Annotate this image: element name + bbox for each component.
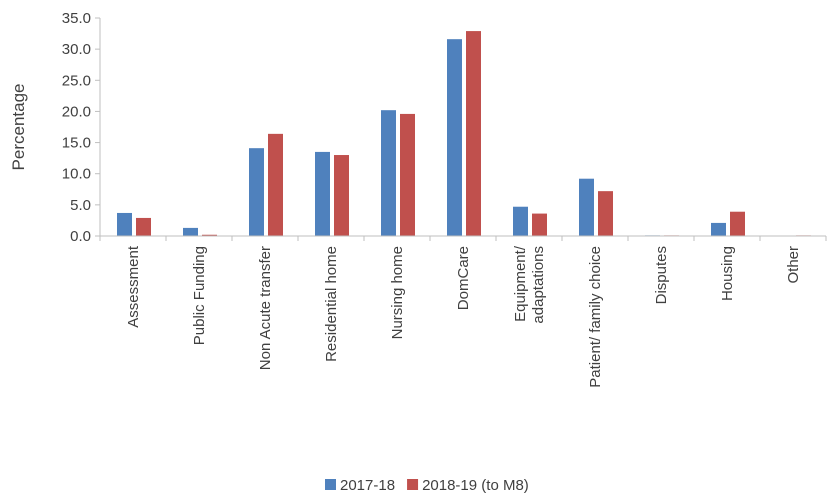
x-tick-label: Equipment/adaptations: [512, 245, 547, 323]
x-tick-label: Housing: [719, 246, 736, 301]
bar: [532, 213, 547, 236]
x-tick-label: Patient/ family choice: [587, 246, 604, 388]
y-tick-label: 30.0: [62, 41, 91, 58]
bar: [598, 191, 613, 236]
x-tick-label: Other: [785, 246, 802, 284]
bar: [117, 212, 132, 236]
x-tick-label: Assessment: [125, 245, 142, 328]
bar: [711, 222, 726, 236]
y-tick-label: 5.0: [70, 197, 91, 214]
y-tick-label: 0.0: [70, 228, 91, 245]
x-tick-label: Residential home: [323, 246, 340, 362]
bar: [579, 178, 594, 236]
bar: [268, 133, 283, 236]
bar: [447, 39, 462, 237]
bar: [315, 151, 330, 236]
bar: [202, 234, 217, 236]
bar: [183, 227, 198, 236]
bar: [381, 110, 396, 236]
x-tick-label: Disputes: [653, 246, 670, 304]
y-axis-label: Percentage: [9, 84, 28, 171]
bar: [400, 113, 415, 236]
bar: [334, 155, 349, 236]
legend-swatch: [407, 479, 419, 490]
legend-swatch: [325, 479, 336, 490]
y-tick-label: 35.0: [62, 10, 91, 27]
y-tick-label: 15.0: [62, 135, 91, 152]
y-tick-label: 25.0: [62, 72, 91, 89]
legend-label: 2017-18: [340, 477, 395, 494]
bar: [466, 31, 481, 236]
x-tick-label: Public Funding: [191, 246, 208, 345]
legend-label: 2018-19 (to M8): [422, 477, 529, 494]
bar: [730, 211, 745, 236]
x-tick-label: Non Acute transfer: [257, 246, 274, 370]
bar: [136, 217, 151, 236]
x-tick-label: DomCare: [455, 246, 472, 310]
bar: [249, 148, 264, 236]
y-tick-label: 20.0: [62, 103, 91, 120]
y-tick-label: 10.0: [62, 166, 91, 183]
x-tick-label: Nursing home: [389, 246, 406, 339]
bar: [513, 206, 528, 236]
